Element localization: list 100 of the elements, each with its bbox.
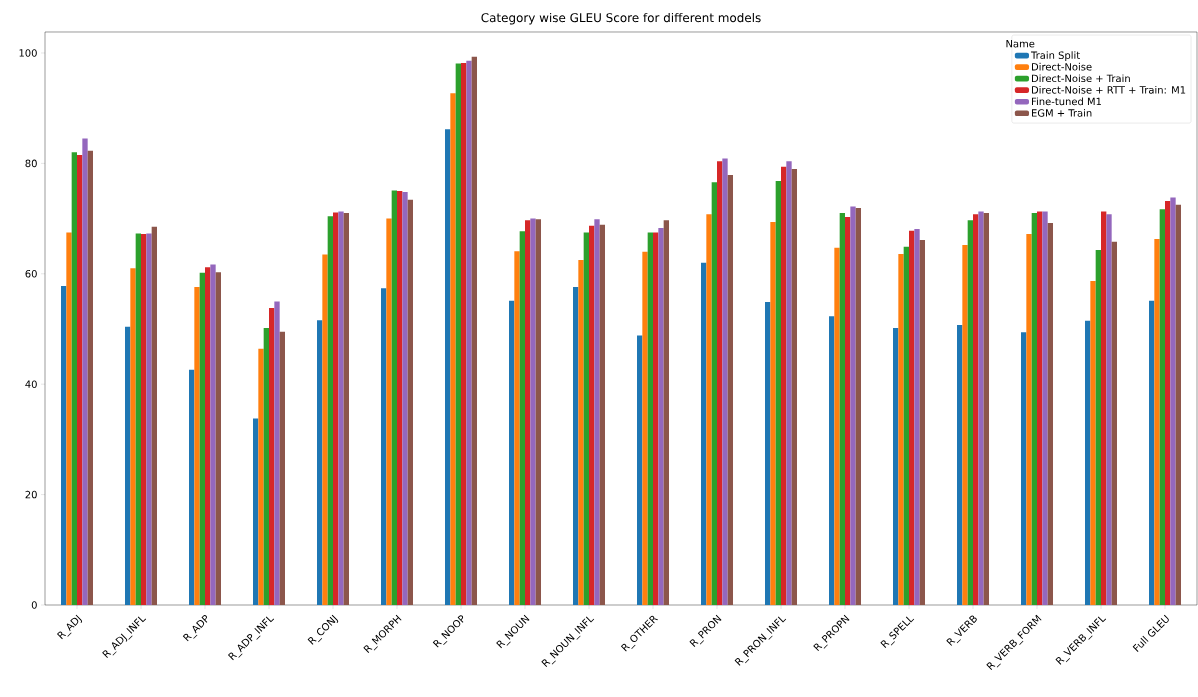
bar	[1042, 211, 1048, 605]
bar	[653, 232, 659, 605]
bar	[1090, 280, 1096, 605]
bar	[701, 262, 707, 605]
bar	[1170, 197, 1176, 605]
bar	[791, 168, 797, 605]
bar	[450, 93, 456, 605]
bar	[77, 155, 83, 605]
bar	[455, 63, 461, 605]
bar	[461, 62, 467, 605]
bar	[1095, 250, 1101, 605]
bar	[898, 253, 904, 605]
bar	[471, 56, 477, 605]
bar	[1149, 300, 1155, 605]
bar	[199, 272, 205, 605]
bar	[637, 335, 643, 605]
bar	[525, 220, 531, 605]
bar	[781, 166, 787, 605]
bar	[141, 234, 147, 605]
y-tick-label: 100	[19, 49, 37, 57]
bar	[514, 251, 520, 605]
bar	[594, 219, 600, 605]
bar	[962, 245, 968, 605]
bar	[397, 190, 403, 605]
y-tick-label: 60	[25, 270, 37, 278]
bar	[391, 190, 397, 605]
bar	[893, 327, 899, 605]
bar	[658, 227, 664, 605]
bar	[967, 220, 973, 605]
bar	[599, 224, 605, 605]
bar	[1021, 332, 1027, 605]
bar	[274, 301, 280, 605]
bar	[279, 331, 285, 605]
bar	[770, 221, 776, 605]
bar	[919, 240, 925, 605]
bar	[727, 174, 733, 605]
bar	[215, 272, 221, 605]
y-tick-label: 80	[25, 159, 37, 168]
legend-label: Direct-Noise + Train	[1032, 74, 1130, 83]
bar	[151, 226, 157, 605]
bar	[786, 161, 792, 605]
bar	[1165, 200, 1171, 605]
bar	[466, 60, 472, 605]
bar	[663, 220, 669, 605]
bar	[258, 348, 264, 605]
bar	[978, 211, 984, 605]
legend-label: Direct-Noise + RTT + Train: M1	[1032, 85, 1186, 94]
bar	[535, 219, 541, 605]
bar	[573, 287, 579, 605]
bar	[1031, 213, 1037, 605]
bar	[717, 161, 723, 605]
legend-label: Direct-Noise	[1032, 62, 1092, 71]
bar	[519, 231, 525, 605]
bar	[1047, 223, 1053, 605]
legend-label: EGM + Train	[1032, 109, 1092, 117]
bar	[322, 254, 328, 605]
bar	[194, 287, 200, 605]
bar	[445, 129, 451, 605]
bar	[589, 225, 595, 605]
bar	[135, 233, 141, 605]
bar	[1154, 239, 1160, 605]
bar	[402, 192, 408, 605]
bar	[957, 325, 963, 605]
bar	[647, 232, 653, 605]
legend-label: Train Split	[1030, 51, 1080, 61]
bar	[775, 181, 781, 605]
bar	[909, 230, 915, 605]
bar	[706, 214, 712, 605]
bar	[722, 158, 728, 605]
bar	[82, 138, 88, 605]
bar	[1106, 214, 1112, 605]
y-tick-label: 20	[25, 490, 37, 499]
bar	[210, 264, 216, 605]
bar	[263, 327, 269, 605]
bar	[189, 369, 195, 605]
bar	[343, 213, 349, 605]
bar	[509, 300, 515, 605]
bar	[1085, 320, 1091, 605]
bar	[834, 247, 840, 605]
bar	[829, 316, 835, 605]
bar	[1159, 209, 1165, 605]
bar	[642, 251, 648, 605]
bar	[327, 216, 333, 605]
bar	[839, 213, 845, 605]
bar	[338, 211, 344, 605]
bar	[973, 214, 979, 605]
bar	[125, 326, 131, 605]
bar	[530, 218, 536, 605]
bar	[66, 232, 72, 605]
bar	[130, 268, 136, 605]
bar	[381, 288, 387, 605]
bar	[407, 199, 413, 605]
bar	[903, 246, 909, 605]
bar	[269, 308, 275, 605]
bar	[914, 229, 920, 605]
bar	[253, 418, 259, 605]
bar	[205, 267, 211, 605]
bar	[983, 213, 989, 605]
bar	[1037, 211, 1043, 605]
bar	[87, 150, 93, 605]
